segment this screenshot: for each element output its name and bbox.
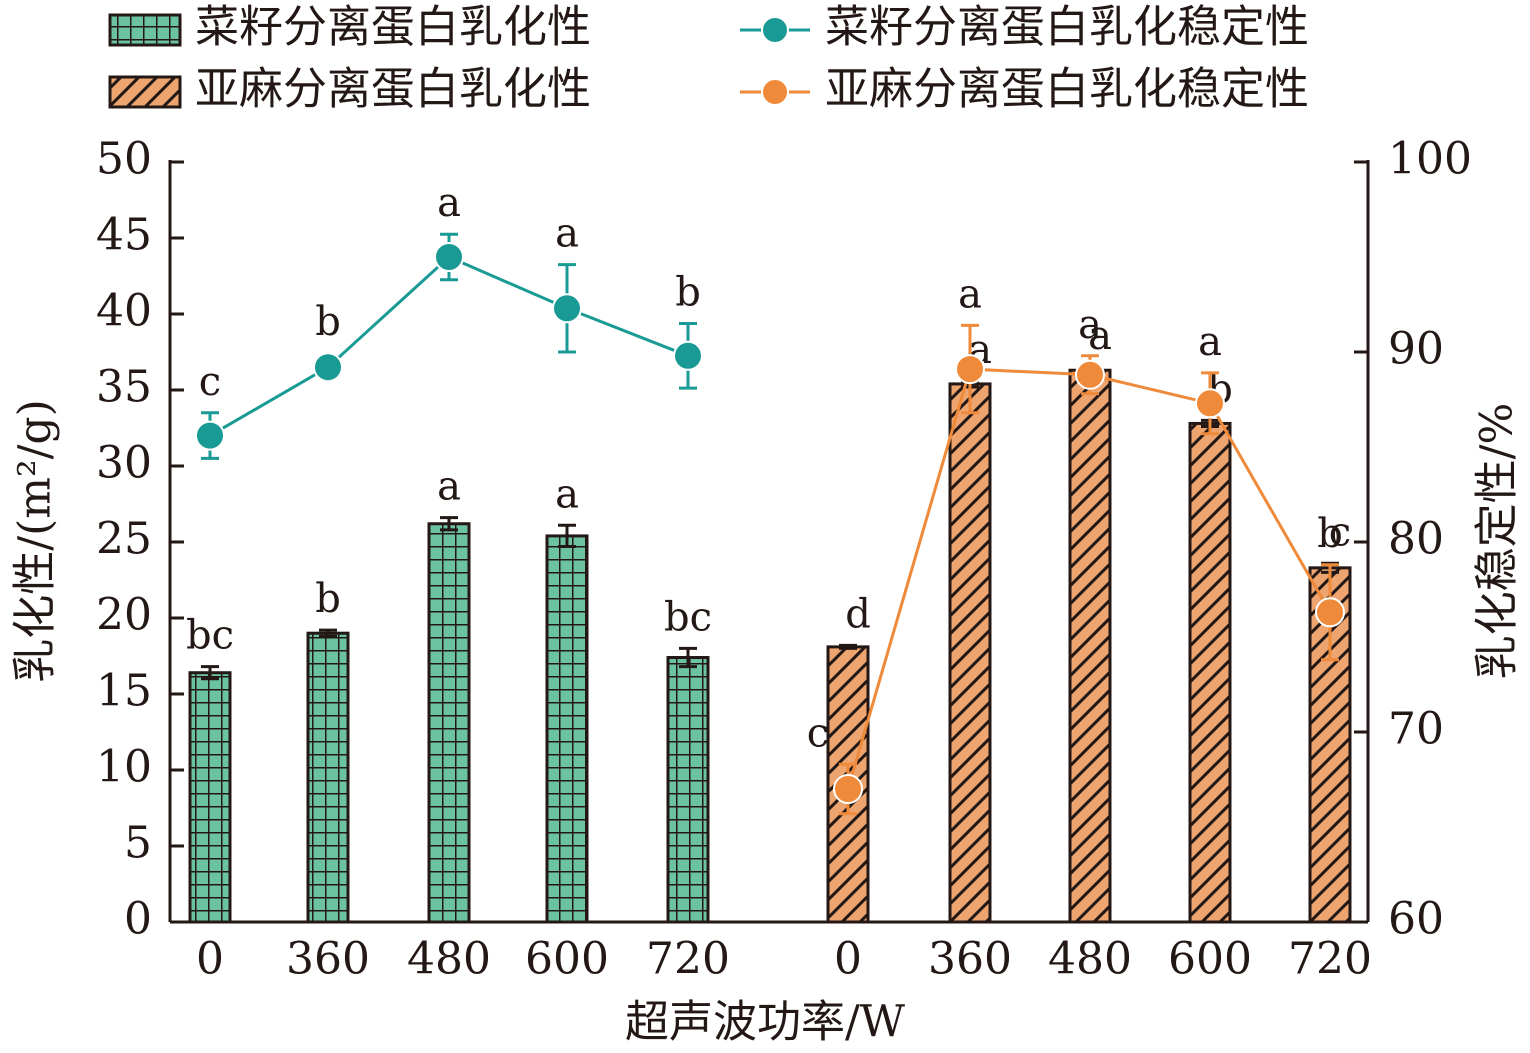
- significance-label: a: [958, 271, 982, 317]
- x-tick-label: 720: [1288, 934, 1372, 985]
- bar: [427, 522, 471, 924]
- y2-tick-label: 80: [1388, 514, 1444, 565]
- significance-label: a: [555, 471, 579, 517]
- legend-label: 亚麻分离蛋白乳化稳定性: [825, 64, 1309, 115]
- significance-label: c: [199, 359, 221, 405]
- y-tick-label: 20: [96, 590, 152, 641]
- legend-swatch: [108, 75, 182, 109]
- significance-label: a: [437, 180, 461, 226]
- y2-tick-label: 100: [1388, 134, 1472, 185]
- error-bar: [679, 646, 697, 669]
- y-tick-label: 45: [96, 210, 152, 261]
- x-axis-title: 超声波功率/W: [625, 997, 906, 1048]
- legend-marker: [761, 78, 789, 106]
- x-tick-label: 480: [1048, 934, 1132, 985]
- x-tick-label: 720: [646, 934, 730, 985]
- y-axis-title: 乳化性/(m²/g): [10, 399, 61, 683]
- significance-label: d: [845, 591, 871, 637]
- bar: [188, 671, 232, 924]
- point: [195, 420, 225, 451]
- point: [434, 242, 464, 272]
- legend-label: 菜籽分离蛋白乳化稳定性: [825, 2, 1309, 53]
- y-tick-label: 5: [124, 818, 152, 869]
- y-tick-label: 50: [96, 134, 152, 185]
- error-bar-line: [558, 523, 576, 549]
- y-tick-label: 35: [96, 362, 152, 413]
- y-tick-label: 40: [96, 286, 152, 337]
- significance-label: a: [437, 464, 461, 510]
- significance-label: a: [1198, 319, 1222, 365]
- error-bar-line: [679, 646, 697, 669]
- error-bar-line: [201, 665, 219, 681]
- bar: [948, 382, 992, 924]
- significance-label: b: [315, 299, 341, 345]
- error-bar: [440, 516, 458, 532]
- error-bar-line: [440, 516, 458, 532]
- y-tick-label: 0: [124, 894, 152, 945]
- point: [552, 293, 582, 324]
- error-bar: [558, 523, 576, 549]
- y-tick-label: 15: [96, 666, 152, 717]
- error-bar: [201, 665, 219, 681]
- legend-label: 亚麻分离蛋白乳化性: [195, 64, 591, 115]
- significance-label: bc: [664, 594, 712, 640]
- point: [313, 352, 343, 383]
- legend-marker: [761, 16, 789, 44]
- y-tick-label: 10: [96, 742, 152, 793]
- error-bar: [839, 643, 857, 650]
- significance-label: a: [1088, 313, 1112, 359]
- bar: [545, 534, 589, 924]
- legend-label: 菜籽分离蛋白乳化性: [195, 2, 591, 53]
- legend-item: 亚麻分离蛋白乳化性: [108, 64, 591, 115]
- x-tick-label: 0: [834, 934, 862, 985]
- x-tick-label: 600: [1168, 934, 1252, 985]
- significance-label: bc: [186, 613, 234, 659]
- error-bar-line: [839, 643, 857, 650]
- significance-label: c: [1329, 509, 1351, 555]
- x-tick-label: 0: [196, 934, 224, 985]
- line: [209, 255, 689, 437]
- legend-swatch: [108, 13, 182, 47]
- point: [1075, 359, 1105, 390]
- point: [955, 354, 985, 385]
- y2-tick-label: 70: [1388, 704, 1444, 755]
- y2-tick-label: 60: [1388, 894, 1444, 945]
- error-bar: [319, 628, 337, 638]
- significance-label: b: [315, 576, 341, 622]
- bar: [666, 656, 710, 924]
- legend-item: 亚麻分离蛋白乳化稳定性: [740, 64, 1309, 115]
- legend-item: 菜籽分离蛋白乳化性: [108, 2, 591, 53]
- x-tick-label: 360: [286, 934, 370, 985]
- bar: [1188, 421, 1232, 924]
- y2-tick-label: 90: [1388, 324, 1444, 375]
- point: [673, 340, 703, 371]
- point: [833, 774, 863, 804]
- y-tick-label: 25: [96, 514, 152, 565]
- bar: [1068, 368, 1112, 924]
- error-bar-line: [319, 628, 337, 638]
- x-tick-label: 480: [407, 934, 491, 985]
- point: [1315, 597, 1345, 628]
- significance-label: b: [1317, 511, 1343, 557]
- significance-label: c: [807, 710, 829, 756]
- significance-label: a: [1078, 302, 1102, 348]
- y-tick-label: 30: [96, 438, 152, 489]
- bar: [306, 631, 350, 924]
- significance-label: b: [675, 270, 701, 316]
- y2-axis-title: 乳化稳定性/%: [1472, 403, 1523, 680]
- x-tick-label: 360: [928, 934, 1012, 985]
- x-tick-label: 600: [525, 934, 609, 985]
- legend-item: 菜籽分离蛋白乳化稳定性: [740, 2, 1309, 53]
- point: [1195, 388, 1225, 419]
- significance-label: a: [555, 211, 579, 257]
